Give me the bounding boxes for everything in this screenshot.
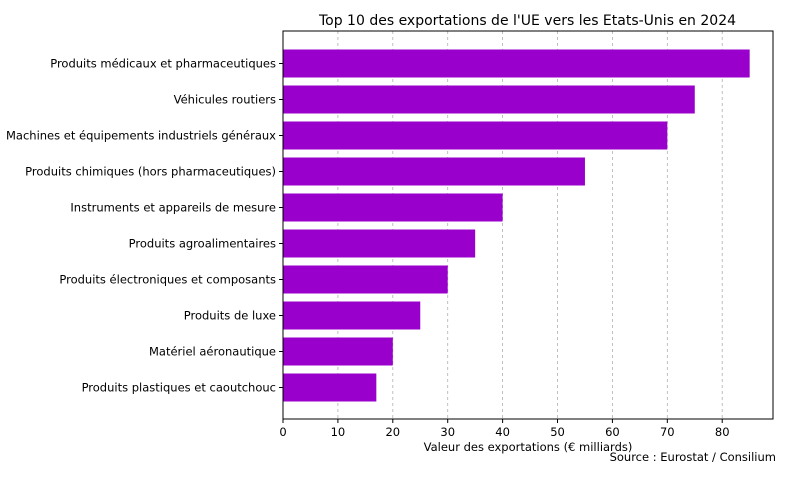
x-tick-label: 0: [279, 425, 286, 439]
category-label: Instruments et appareils de mesure: [70, 201, 276, 215]
category-label: Produits chimiques (hors pharmaceutiques…: [25, 165, 276, 179]
bar: [283, 193, 503, 222]
category-label: Véhicules routiers: [174, 93, 276, 107]
bar: [283, 229, 476, 258]
grid-lines: [337, 31, 723, 419]
x-tick-label: 10: [331, 425, 346, 439]
bars: [283, 49, 750, 402]
x-tick-label: 20: [385, 425, 400, 439]
category-label: Machines et équipements industriels géné…: [6, 129, 276, 143]
category-labels: Produits médicaux et pharmaceutiques Véhi…: [6, 57, 283, 395]
x-tick-label: 60: [605, 425, 620, 439]
bar: [283, 49, 750, 78]
x-tick-label: 50: [550, 425, 565, 439]
x-tick-label: 80: [715, 425, 730, 439]
category-label: Produits plastiques et caoutchouc: [82, 381, 276, 395]
bar: [283, 121, 668, 150]
x-ticks: 0 10 20 30 40 50 60 70 80: [279, 419, 730, 439]
x-tick-label: 30: [440, 425, 455, 439]
category-label: Produits médicaux et pharmaceutiques: [50, 57, 276, 71]
category-label: Matériel aéronautique: [149, 345, 276, 359]
category-label: Produits agroalimentaires: [129, 237, 276, 251]
source-note: Source : Eurostat / Consilium: [610, 450, 776, 464]
category-label: Produits de luxe: [184, 309, 276, 323]
bar: [283, 157, 585, 186]
bar: [283, 265, 448, 294]
bar: [283, 85, 695, 114]
chart-title: Top 10 des exportations de l'UE vers les…: [318, 13, 736, 29]
category-label: Produits électroniques et composants: [59, 273, 276, 287]
plot-frame: [282, 30, 774, 420]
bar: [283, 337, 393, 366]
x-tick-label: 40: [495, 425, 510, 439]
x-tick-label: 70: [660, 425, 675, 439]
x-axis-label: Valeur des exportations (€ milliards): [424, 440, 633, 454]
bar: [283, 373, 377, 402]
bar: [283, 301, 421, 330]
